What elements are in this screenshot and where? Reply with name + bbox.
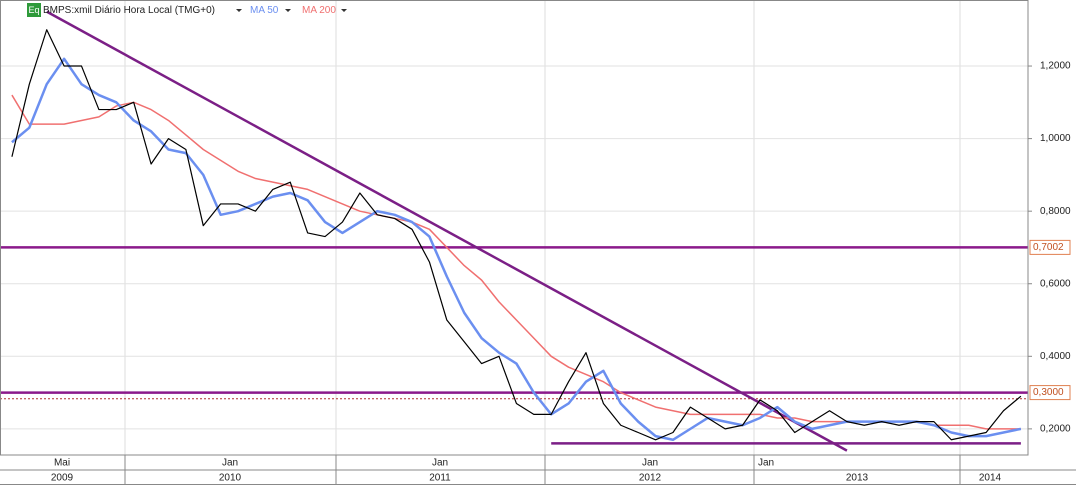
level-label-box xyxy=(1029,385,1071,401)
x-month-label: Jan xyxy=(222,458,238,469)
y-tick-label: 0,4000 xyxy=(1040,351,1071,362)
level-label-box xyxy=(1029,239,1071,255)
x-year-label: 2009 xyxy=(51,473,74,484)
x-year-label: 2011 xyxy=(429,473,451,484)
legend-label: MA 200 xyxy=(302,5,336,16)
badge-text: Eq xyxy=(28,5,39,15)
x-year-label: 2013 xyxy=(846,473,869,484)
x-year-label: 2014 xyxy=(979,473,1002,484)
x-month-label: Mai xyxy=(54,458,70,469)
x-year-label: 2012 xyxy=(639,473,662,484)
y-tick-label: 1,2000 xyxy=(1040,61,1071,72)
legend-label: BMPS:xmil Diário Hora Local (TMG+0) xyxy=(43,5,215,16)
y-tick-label: 0,6000 xyxy=(1040,278,1071,289)
level-label: 0,3000 xyxy=(1033,387,1064,398)
trend-line xyxy=(46,10,848,452)
x-month-label: Jan xyxy=(642,458,658,469)
level-label: 0,7002 xyxy=(1033,242,1064,253)
legend-label: MA 50 xyxy=(250,5,279,16)
y-tick-label: 1,0000 xyxy=(1040,133,1071,144)
y-tick-label: 0,2000 xyxy=(1040,424,1071,435)
x-month-label: Jan xyxy=(758,458,774,469)
x-year-label: 2010 xyxy=(219,473,242,484)
x-month-label: Jan xyxy=(432,458,448,469)
series-line xyxy=(11,57,1022,442)
plot-area xyxy=(0,0,1028,455)
series-line xyxy=(11,29,1022,441)
plot-border xyxy=(0,0,1029,456)
y-tick-label: 0,8000 xyxy=(1040,206,1071,217)
badge xyxy=(27,3,41,17)
